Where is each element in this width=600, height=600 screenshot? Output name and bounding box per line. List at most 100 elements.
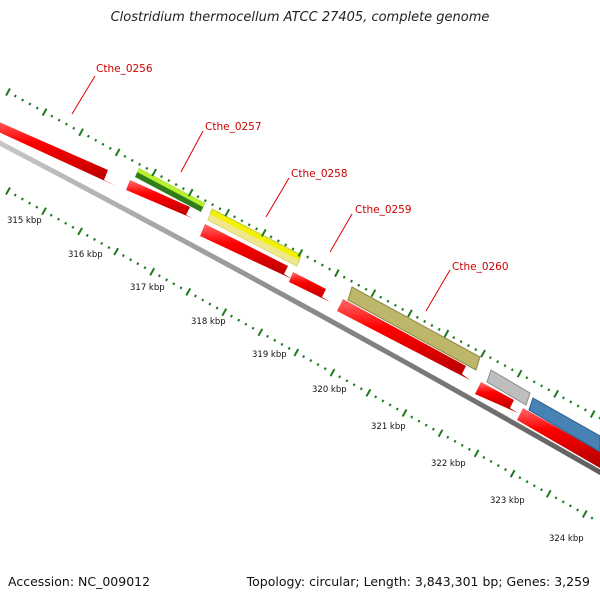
gc-tick xyxy=(194,294,197,298)
gc-tick xyxy=(460,443,464,447)
gc-tick xyxy=(415,315,419,319)
gc-tick xyxy=(86,134,90,138)
gc-tick xyxy=(453,439,457,443)
gc-tick xyxy=(151,168,157,177)
gc-tick xyxy=(28,201,32,205)
ruler-label: 322 kbp xyxy=(431,459,466,469)
gc-tick xyxy=(568,504,572,508)
gc-tick xyxy=(130,158,134,162)
gc-tick xyxy=(316,363,320,367)
gc-tick xyxy=(431,427,435,431)
ruler-label: 318 kbp xyxy=(191,317,226,327)
gc-tick xyxy=(446,435,450,439)
gc-tick xyxy=(174,183,178,187)
ruler-label: 317 kbp xyxy=(130,283,165,293)
gc-track-outer xyxy=(5,88,600,420)
gene-track-top xyxy=(135,168,600,453)
gc-tick xyxy=(255,227,258,231)
gc-tick xyxy=(345,379,349,383)
gc-tick xyxy=(247,223,251,227)
gene-cthe-0258-bar xyxy=(208,214,299,266)
gc-tick xyxy=(540,384,543,388)
gc-tick xyxy=(64,221,68,225)
gc-tick xyxy=(350,279,353,283)
gene-cthe-0260-bar xyxy=(347,286,481,371)
gc-tick xyxy=(359,387,363,391)
gc-tick xyxy=(57,217,60,221)
gc-tick xyxy=(589,410,596,418)
gc-tick xyxy=(430,323,434,327)
gc-tick xyxy=(224,208,231,217)
gc-tick xyxy=(257,328,264,337)
gc-tick xyxy=(211,203,215,207)
gc-tick xyxy=(72,126,76,130)
gc-tick xyxy=(293,348,300,357)
gc-tick xyxy=(352,383,356,387)
gc-tick xyxy=(28,102,32,106)
gc-tick xyxy=(121,254,125,258)
gc-tick xyxy=(13,94,17,98)
gc-tick xyxy=(35,106,39,110)
gc-tick xyxy=(561,500,565,504)
gc-tick xyxy=(532,380,536,384)
gc-tick xyxy=(364,287,368,291)
gc-tick xyxy=(518,476,522,480)
gc-tick xyxy=(386,299,390,303)
gc-tick xyxy=(179,286,183,290)
gc-tick xyxy=(165,278,169,282)
gc-tick xyxy=(313,259,317,263)
gc-tick xyxy=(280,342,284,346)
gc-tick xyxy=(374,395,378,399)
gc-tick xyxy=(5,187,11,195)
gc-tick xyxy=(553,389,559,398)
cds-track-bottom xyxy=(0,122,600,468)
label-cthe-0257: Cthe_0257 xyxy=(205,121,262,133)
gc-tick xyxy=(107,246,111,250)
gc-tick xyxy=(437,327,441,331)
gc-tick xyxy=(41,108,48,117)
gc-tick xyxy=(540,488,543,492)
ruler-label: 320 kbp xyxy=(312,385,347,395)
gene-blue-bar xyxy=(528,397,600,453)
gc-tick xyxy=(496,464,500,468)
gc-tick xyxy=(525,480,529,484)
gc-tick xyxy=(261,228,267,237)
gc-tick xyxy=(297,249,304,257)
callout-line xyxy=(265,177,290,218)
ruler-label: 315 kbp xyxy=(7,216,42,226)
gc-tick xyxy=(488,356,492,360)
gc-tick xyxy=(583,408,587,412)
gc-tick xyxy=(273,338,277,342)
ruler-label: 319 kbp xyxy=(252,350,287,360)
gc-tick xyxy=(138,162,141,166)
gc-tick xyxy=(123,154,127,158)
gc-tick xyxy=(342,275,346,279)
gc-tick xyxy=(71,225,75,229)
ruler-label: 324 kbp xyxy=(549,534,584,544)
gc-tick xyxy=(510,368,514,372)
gc-tick xyxy=(480,349,486,358)
gc-tick xyxy=(509,469,516,478)
gc-tick xyxy=(334,269,340,278)
gc-tick xyxy=(35,205,39,209)
gc-tick xyxy=(65,122,68,126)
gc-tick xyxy=(590,516,594,520)
gc-tick xyxy=(181,187,185,191)
gc-tick xyxy=(473,449,480,458)
gc-tick xyxy=(357,283,361,287)
gc-tick xyxy=(576,508,580,512)
gc-tick xyxy=(284,243,288,247)
gc-tick xyxy=(554,496,558,500)
gc-tick xyxy=(423,319,427,323)
gc-tick xyxy=(320,263,324,267)
gc-tick xyxy=(576,404,580,408)
ruler-label: 321 kbp xyxy=(371,422,406,432)
label-callouts xyxy=(71,75,451,312)
gc-tick xyxy=(417,419,421,423)
gc-tick xyxy=(503,364,507,368)
gc-tick xyxy=(287,346,291,350)
gc-tick xyxy=(407,309,413,318)
gc-tick xyxy=(545,489,552,498)
cds-arrow xyxy=(289,272,330,302)
